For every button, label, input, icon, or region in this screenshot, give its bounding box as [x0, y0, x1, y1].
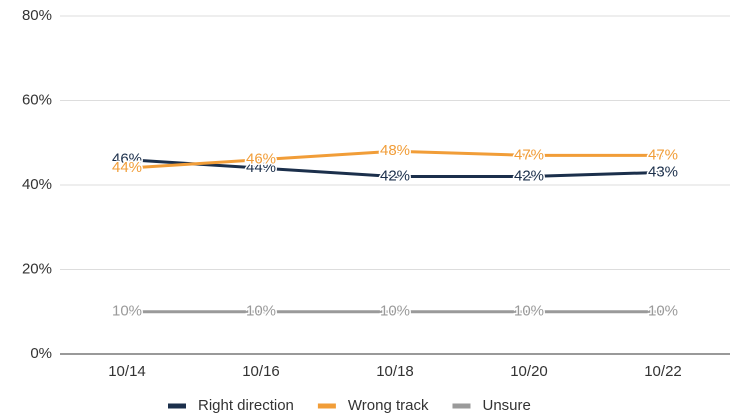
- y-tick-label: 60%: [22, 91, 52, 108]
- y-tick-label: 20%: [22, 260, 52, 277]
- data-label: 47%: [514, 146, 544, 163]
- data-label: 10%: [380, 303, 410, 320]
- legend-label: Wrong track: [348, 397, 429, 414]
- y-tick-label: 0%: [30, 345, 52, 362]
- data-label: 47%: [648, 146, 678, 163]
- data-label: 44%: [112, 159, 142, 176]
- data-label: 46%: [112, 151, 142, 168]
- x-tick-label: 10/16: [242, 363, 280, 380]
- y-tick-label: 40%: [22, 176, 52, 193]
- x-tick-label: 10/20: [510, 363, 548, 380]
- x-tick-label: 10/22: [644, 363, 682, 380]
- data-label: 42%: [514, 168, 544, 185]
- data-label: 10%: [112, 303, 142, 320]
- x-tick-label: 10/14: [108, 363, 146, 380]
- data-label: 42%: [380, 168, 410, 185]
- legend-label: Unsure: [482, 397, 530, 414]
- data-label: 10%: [246, 303, 276, 320]
- x-tick-label: 10/18: [376, 363, 414, 380]
- series-line: [126, 149, 663, 170]
- data-label: 44%: [246, 159, 276, 176]
- data-label: 48%: [380, 142, 410, 159]
- data-label: 10%: [648, 303, 678, 320]
- legend-label: Right direction: [198, 397, 294, 414]
- data-label: 10%: [514, 303, 544, 320]
- data-label: 46%: [246, 151, 276, 168]
- data-label: 43%: [648, 163, 678, 180]
- series-line: [126, 158, 664, 179]
- y-tick-label: 80%: [22, 7, 52, 24]
